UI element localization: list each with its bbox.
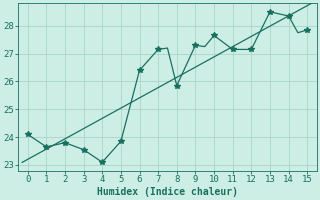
X-axis label: Humidex (Indice chaleur): Humidex (Indice chaleur) [97, 186, 238, 197]
